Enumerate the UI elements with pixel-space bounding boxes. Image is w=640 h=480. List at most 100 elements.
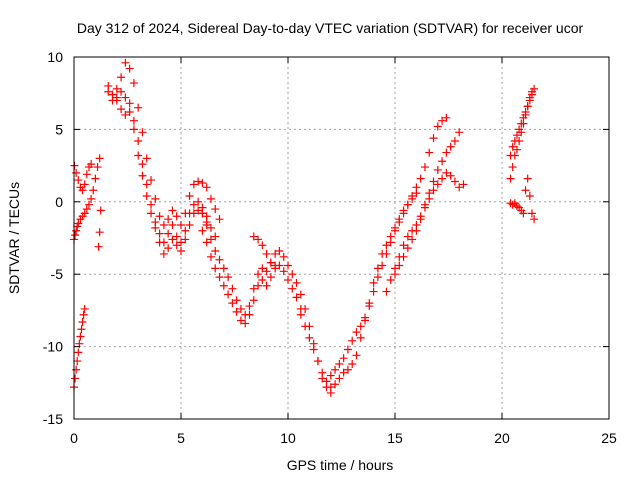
data-point-marker [129,79,138,88]
data-point-marker [245,302,254,311]
data-point-marker [125,99,134,108]
data-point-marker [76,332,85,341]
data-point-marker [236,316,245,325]
data-point-marker [412,183,421,192]
data-point-marker [138,128,147,137]
data-point-marker [510,136,519,145]
data-point-marker [369,278,378,287]
data-point-marker [262,281,271,290]
data-point-marker [194,206,203,215]
data-point-marker [232,307,241,316]
data-point-marker [258,275,267,284]
data-point-marker [117,87,126,96]
data-point-marker [228,299,237,308]
data-point-marker [442,148,451,157]
data-point-marker [399,252,408,261]
series-segment-p [506,90,536,160]
data-point-marker [258,264,267,273]
data-point-marker [429,177,438,186]
data-point-marker [159,220,168,229]
data-point-marker [288,270,297,279]
data-point-marker [386,238,395,247]
series-segment-h [198,209,335,397]
data-point-marker [125,64,134,73]
data-point-marker [442,113,451,122]
series-segment-g [112,96,211,258]
data-point-marker [155,238,164,247]
data-point-marker [142,154,151,163]
series-segment-c [70,304,89,392]
data-point-marker [292,278,301,287]
data-point-marker [177,247,185,256]
data-point-marker [224,273,233,282]
data-point-marker [288,284,297,293]
data-point-marker [512,131,521,140]
x-tick-label: 25 [601,430,617,446]
data-point-marker [134,103,143,112]
data-point-marker [112,84,121,93]
data-point-marker [525,96,534,105]
data-point-marker [202,238,211,247]
data-point-marker [517,119,526,128]
data-point-marker [138,171,147,180]
data-point-marker [155,212,164,221]
data-point-marker [352,328,361,337]
data-point-marker [72,365,81,374]
data-point-marker [82,205,91,214]
data-point-marker [142,192,151,201]
data-point-marker [512,145,521,154]
data-point-marker [339,354,348,363]
data-point-marker [241,319,250,328]
data-point-marker [117,105,126,114]
data-point-marker [147,176,156,185]
data-point-marker [403,232,412,241]
data-point-marker [258,241,267,250]
data-point-marker [72,226,81,235]
data-point-marker [433,165,442,174]
data-point-marker [369,287,378,296]
data-point-marker [378,261,387,270]
data-point-marker [446,171,455,180]
data-point-marker [309,345,318,354]
data-point-marker [455,128,464,137]
data-point-marker [508,163,517,172]
y-tick-label: -10 [43,339,63,355]
series-segment-n [391,168,468,279]
data-point-marker [373,264,382,273]
series-segment-i [198,226,305,328]
data-point-marker [194,197,203,206]
data-point-marker [429,186,438,195]
data-point-marker [95,154,104,163]
data-point-marker [322,377,331,386]
data-point-marker [356,333,365,342]
data-point-marker [151,194,160,203]
data-point-marker [89,186,98,195]
data-point-marker [206,194,215,203]
data-point-marker [335,374,344,383]
data-point-marker [177,220,185,229]
data-point-marker [215,255,224,264]
data-point-marker [279,267,288,276]
data-point-marker [202,220,211,229]
data-point-marker [74,348,83,357]
data-point-marker [232,296,241,305]
data-point-marker [177,238,185,247]
data-points [70,58,539,397]
data-point-marker [425,194,434,203]
data-point-marker [147,209,156,218]
data-point-marker [236,304,245,313]
data-point-marker [403,244,412,253]
data-point-marker [254,270,263,279]
data-point-marker [96,206,105,215]
data-point-marker [104,87,113,96]
x-tick-label: 15 [387,430,403,446]
data-point-marker [395,261,404,270]
data-point-marker [420,163,429,172]
data-point-marker [530,215,539,224]
data-point-marker [211,205,220,214]
data-point-marker [433,122,442,131]
data-point-marker [117,73,126,82]
data-point-marker [339,368,348,377]
y-tick-labels: -15 -10 -5 0 5 10 [43,49,63,427]
